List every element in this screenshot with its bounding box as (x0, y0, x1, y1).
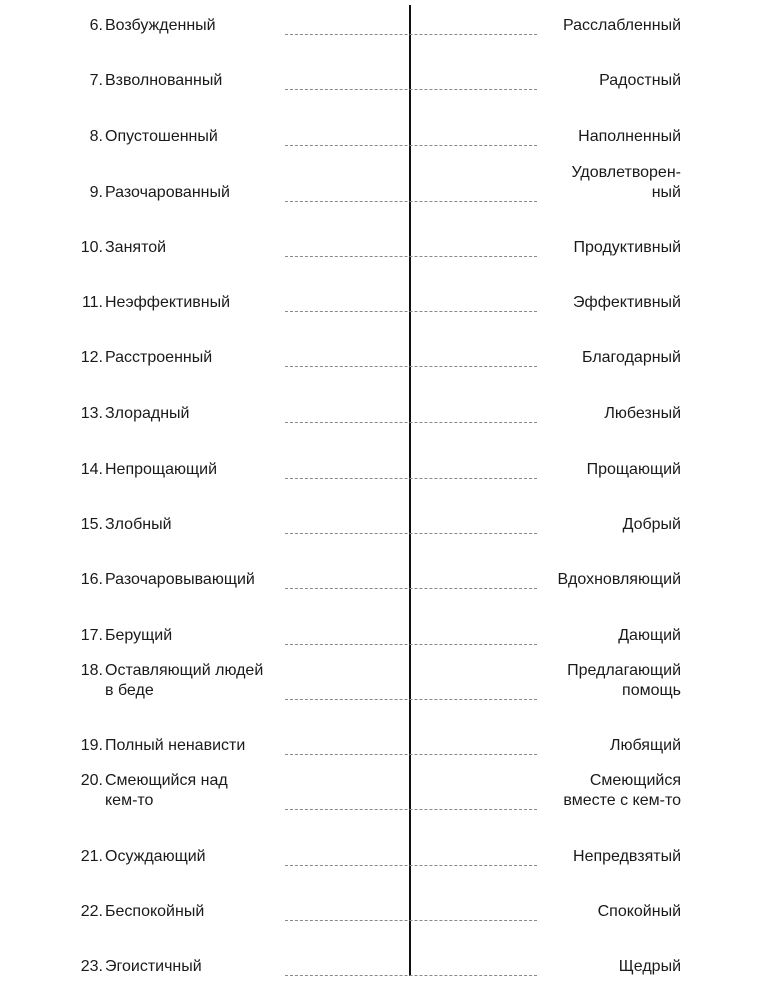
negative-trait: Разочаровывающий (105, 571, 255, 588)
left-label: 9. Разочарованный (60, 183, 295, 203)
negative-trait: Разочарованный (105, 184, 230, 201)
item-number: 13. (80, 405, 103, 422)
left-label: 14. Непрощающий (60, 460, 295, 480)
positive-trait: Смеющийся вместе с кем-то (563, 772, 681, 809)
item-number: 21. (80, 848, 103, 865)
positive-trait: Спокойный (597, 903, 681, 920)
item-number: 7. (89, 72, 103, 89)
negative-trait: Злобный (105, 516, 172, 533)
rating-scale-dashed-line[interactable] (285, 422, 537, 423)
rating-scale-dashed-line[interactable] (285, 809, 537, 810)
item-number: 22. (80, 903, 103, 920)
negative-trait: Берущий (105, 627, 173, 644)
item-number: 16. (80, 571, 103, 588)
item-number: 9. (89, 184, 103, 201)
positive-trait: Дающий (618, 627, 681, 644)
left-label: 6. Возбужденный (60, 16, 295, 36)
negative-trait: Занятой (105, 239, 167, 256)
positive-trait: Предлагающий помощь (567, 662, 681, 699)
positive-trait: Непредвзятый (573, 848, 681, 865)
left-label: 8. Опустошенный (60, 127, 295, 147)
rating-scale-dashed-line[interactable] (285, 366, 537, 367)
positive-trait: Наполненный (578, 128, 681, 145)
negative-trait: Расстроенный (105, 349, 213, 366)
item-number: 15. (80, 516, 103, 533)
item-number: 10. (80, 239, 103, 256)
positive-trait: Любезный (604, 405, 681, 422)
item-number: 8. (89, 128, 103, 145)
negative-trait: Взволнованный (105, 72, 223, 89)
item-number: 14. (80, 461, 103, 478)
positive-trait: Продуктивный (573, 239, 682, 256)
left-label: 22. Беспокойный (60, 902, 295, 922)
positive-trait: Эффективный (573, 294, 681, 311)
positive-trait: Добрый (622, 516, 681, 533)
rating-scale-dashed-line[interactable] (285, 478, 537, 479)
positive-trait: Любящий (609, 737, 681, 754)
positive-trait: Расслабленный (562, 17, 681, 34)
rating-scale-dashed-line[interactable] (285, 699, 537, 700)
rating-scale-dashed-line[interactable] (285, 34, 537, 35)
rating-scale-dashed-line[interactable] (285, 644, 537, 645)
left-label: 20. Смеющийся над кем-то (60, 771, 295, 811)
positive-trait: Благодарный (582, 349, 681, 366)
negative-trait: Эгоистичный (105, 958, 202, 975)
positive-trait: Вдохновляющий (557, 571, 681, 588)
negative-trait: Непрощающий (105, 461, 218, 478)
item-number: 17. (80, 627, 103, 644)
left-label: 18. Оставляющий людей в беде (60, 661, 295, 701)
rating-scale-dashed-line[interactable] (285, 920, 537, 921)
negative-trait: Злорадный (105, 405, 190, 422)
left-label: 12. Расстроенный (60, 348, 295, 368)
item-number: 19. (80, 737, 103, 754)
item-number: 12. (80, 349, 103, 366)
item-number: 23. (80, 958, 103, 975)
rating-scale-dashed-line[interactable] (285, 975, 537, 976)
item-number: 11. (81, 294, 103, 311)
negative-trait: Опустошенный (105, 128, 218, 145)
left-label: 10. Занятой (60, 238, 295, 258)
rating-scale-dashed-line[interactable] (285, 89, 537, 90)
left-label: 7. Взволнованный (60, 71, 295, 91)
left-label: 15. Злобный (60, 515, 295, 535)
left-label: 21. Осуждающий (60, 847, 295, 867)
negative-trait: Смеющийся над кем-то (105, 772, 228, 809)
left-label: 13. Злорадный (60, 404, 295, 424)
rating-scale-dashed-line[interactable] (285, 311, 537, 312)
item-number: 6. (89, 17, 103, 34)
negative-trait: Осуждающий (105, 848, 206, 865)
negative-trait: Полный ненависти (105, 737, 246, 754)
negative-trait: Беспокойный (105, 903, 205, 920)
rating-scale-dashed-line[interactable] (285, 201, 537, 202)
left-label: 23. Эгоистичный (60, 957, 295, 977)
positive-trait: Радостный (599, 72, 681, 89)
left-label: 17. Берущий (60, 626, 295, 646)
positive-trait: Удовлетворен- ный (571, 164, 682, 201)
rating-scale-dashed-line[interactable] (285, 588, 537, 589)
item-number: 18. (80, 662, 103, 679)
positive-trait: Щедрый (618, 958, 681, 975)
rating-scale-dashed-line[interactable] (285, 754, 537, 755)
item-number: 20. (80, 772, 103, 789)
negative-trait: Неэффективный (105, 294, 231, 311)
left-label: 11. Неэффективный (60, 293, 295, 313)
left-label: 16. Разочаровывающий (60, 570, 295, 590)
center-axis-line (409, 5, 411, 976)
left-label: 19. Полный ненависти (60, 736, 295, 756)
rating-scale-dashed-line[interactable] (285, 865, 537, 866)
rating-scale-dashed-line[interactable] (285, 145, 537, 146)
negative-trait: Оставляющий людей в беде (105, 662, 264, 699)
negative-trait: Возбужденный (105, 17, 216, 34)
positive-trait: Прощающий (586, 461, 681, 478)
rating-scale-dashed-line[interactable] (285, 533, 537, 534)
rating-scale-dashed-line[interactable] (285, 256, 537, 257)
